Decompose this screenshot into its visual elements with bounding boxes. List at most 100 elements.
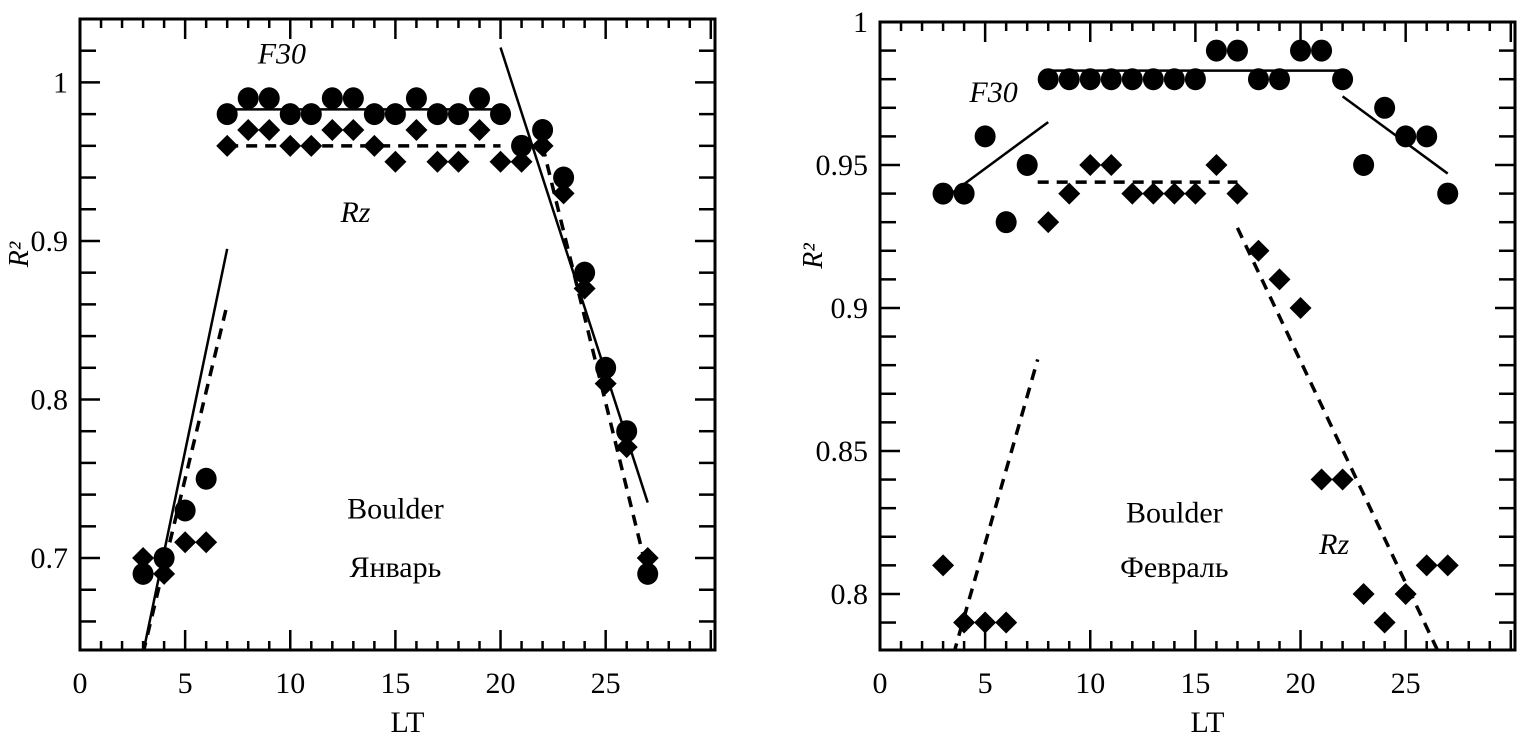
x-tick-label: 0	[873, 667, 888, 700]
data-point-f30	[1079, 68, 1101, 91]
data-point-rz	[1142, 182, 1165, 205]
data-point-rz	[1163, 182, 1186, 205]
data-point-f30	[1037, 68, 1059, 91]
data-point-f30	[932, 182, 954, 205]
data-point-f30	[363, 103, 385, 126]
data-point-f30	[1416, 125, 1438, 148]
data-point-rz	[279, 134, 302, 157]
data-point-rz	[1415, 554, 1438, 577]
fit-line-rz	[142, 303, 229, 650]
data-point-rz	[258, 118, 281, 141]
data-point-rz	[594, 372, 617, 395]
data-point-f30	[553, 166, 575, 189]
data-point-rz	[342, 118, 365, 141]
data-point-f30	[1374, 96, 1396, 119]
data-point-rz	[531, 134, 554, 157]
data-point-f30	[132, 562, 154, 585]
data-point-f30	[258, 87, 280, 110]
y-tick-label: 1	[853, 6, 868, 39]
data-point-f30	[1142, 68, 1164, 91]
data-point-rz	[974, 611, 997, 634]
data-point-rz	[1268, 268, 1291, 291]
data-point-rz	[1079, 153, 1102, 176]
x-tick-label: 5	[178, 667, 193, 700]
annotation-label: Rz	[339, 196, 370, 229]
data-point-rz	[384, 150, 407, 173]
data-point-rz	[1331, 468, 1354, 491]
x-tick-label: 20	[486, 667, 516, 700]
data-point-rz	[1205, 153, 1228, 176]
data-point-f30	[1121, 68, 1143, 91]
data-point-f30	[1437, 182, 1459, 205]
data-point-rz	[363, 134, 386, 157]
data-point-f30	[216, 103, 238, 126]
chart-panel-2: 0 5 10 15 20 25 0.8 0.85 0.9 0.95 1 LT R² F30 Boulder Ф…	[798, 6, 1517, 739]
data-point-rz	[1058, 182, 1081, 205]
data-point-rz	[153, 562, 176, 585]
data-point-rz	[321, 118, 344, 141]
data-point-f30	[174, 499, 196, 522]
data-point-f30	[595, 356, 617, 379]
data-point-rz	[1373, 611, 1396, 634]
x-tick-label: 0	[73, 667, 88, 700]
y-tick-label: 0.95	[816, 149, 869, 182]
data-point-rz	[489, 150, 512, 173]
x-tick-label: 10	[275, 667, 305, 700]
data-point-f30	[1163, 68, 1185, 91]
x-tick-label: 10	[1075, 667, 1105, 700]
data-point-f30	[469, 87, 491, 110]
data-point-rz	[405, 118, 428, 141]
data-point-rz	[195, 531, 218, 554]
data-point-rz	[1394, 582, 1417, 605]
data-point-f30	[995, 211, 1017, 234]
data-point-f30	[974, 125, 996, 148]
plot-area	[932, 39, 1459, 650]
data-point-f30	[532, 118, 554, 141]
data-point-rz	[573, 277, 596, 300]
data-point-rz	[1121, 182, 1144, 205]
data-point-rz	[216, 134, 239, 157]
data-point-rz	[1037, 211, 1060, 234]
y-axis-label: R²	[4, 241, 35, 268]
data-point-rz	[1289, 296, 1312, 319]
x-tick-label: 5	[978, 667, 993, 700]
data-point-f30	[1311, 39, 1333, 62]
data-point-f30	[405, 87, 427, 110]
data-point-f30	[953, 182, 975, 205]
y-tick-label: 0.9	[31, 225, 69, 258]
y-tick-label: 0.7	[31, 542, 69, 575]
data-point-rz	[1352, 582, 1375, 605]
data-point-f30	[1205, 39, 1227, 62]
data-point-rz	[1436, 554, 1459, 577]
x-tick-label: 20	[1286, 667, 1316, 700]
fit-line-rz	[540, 145, 650, 575]
data-point-f30	[490, 103, 512, 126]
data-point-f30	[1184, 68, 1206, 91]
data-point-rz	[174, 531, 197, 554]
y-axis-label: R²	[798, 243, 829, 270]
x-tick-label: 15	[1180, 667, 1210, 700]
data-point-rz	[1310, 468, 1333, 491]
data-point-f30	[1016, 153, 1038, 176]
x-tick-label: 25	[591, 667, 621, 700]
data-point-f30	[1395, 125, 1417, 148]
data-point-rz	[636, 547, 659, 570]
annotation-label: Январь	[349, 551, 441, 584]
annotation-label: F30	[968, 76, 1017, 109]
data-point-rz	[932, 554, 955, 577]
y-tick-label: 0.9	[831, 292, 869, 325]
y-tick-label: 0.8	[31, 384, 69, 417]
fit-line-f30	[142, 248, 229, 650]
fit-line-rz	[1235, 227, 1440, 650]
data-point-f30	[447, 103, 469, 126]
data-point-f30	[1100, 68, 1122, 91]
data-point-f30	[1226, 39, 1248, 62]
annotation-label: Boulder	[347, 492, 444, 525]
data-point-f30	[426, 103, 448, 126]
fit-line-rz	[952, 358, 1040, 650]
data-point-f30	[153, 547, 175, 570]
plot-area	[132, 47, 659, 650]
data-point-rz	[447, 150, 470, 173]
plot-frame	[78, 17, 717, 652]
data-point-rz	[300, 134, 323, 157]
